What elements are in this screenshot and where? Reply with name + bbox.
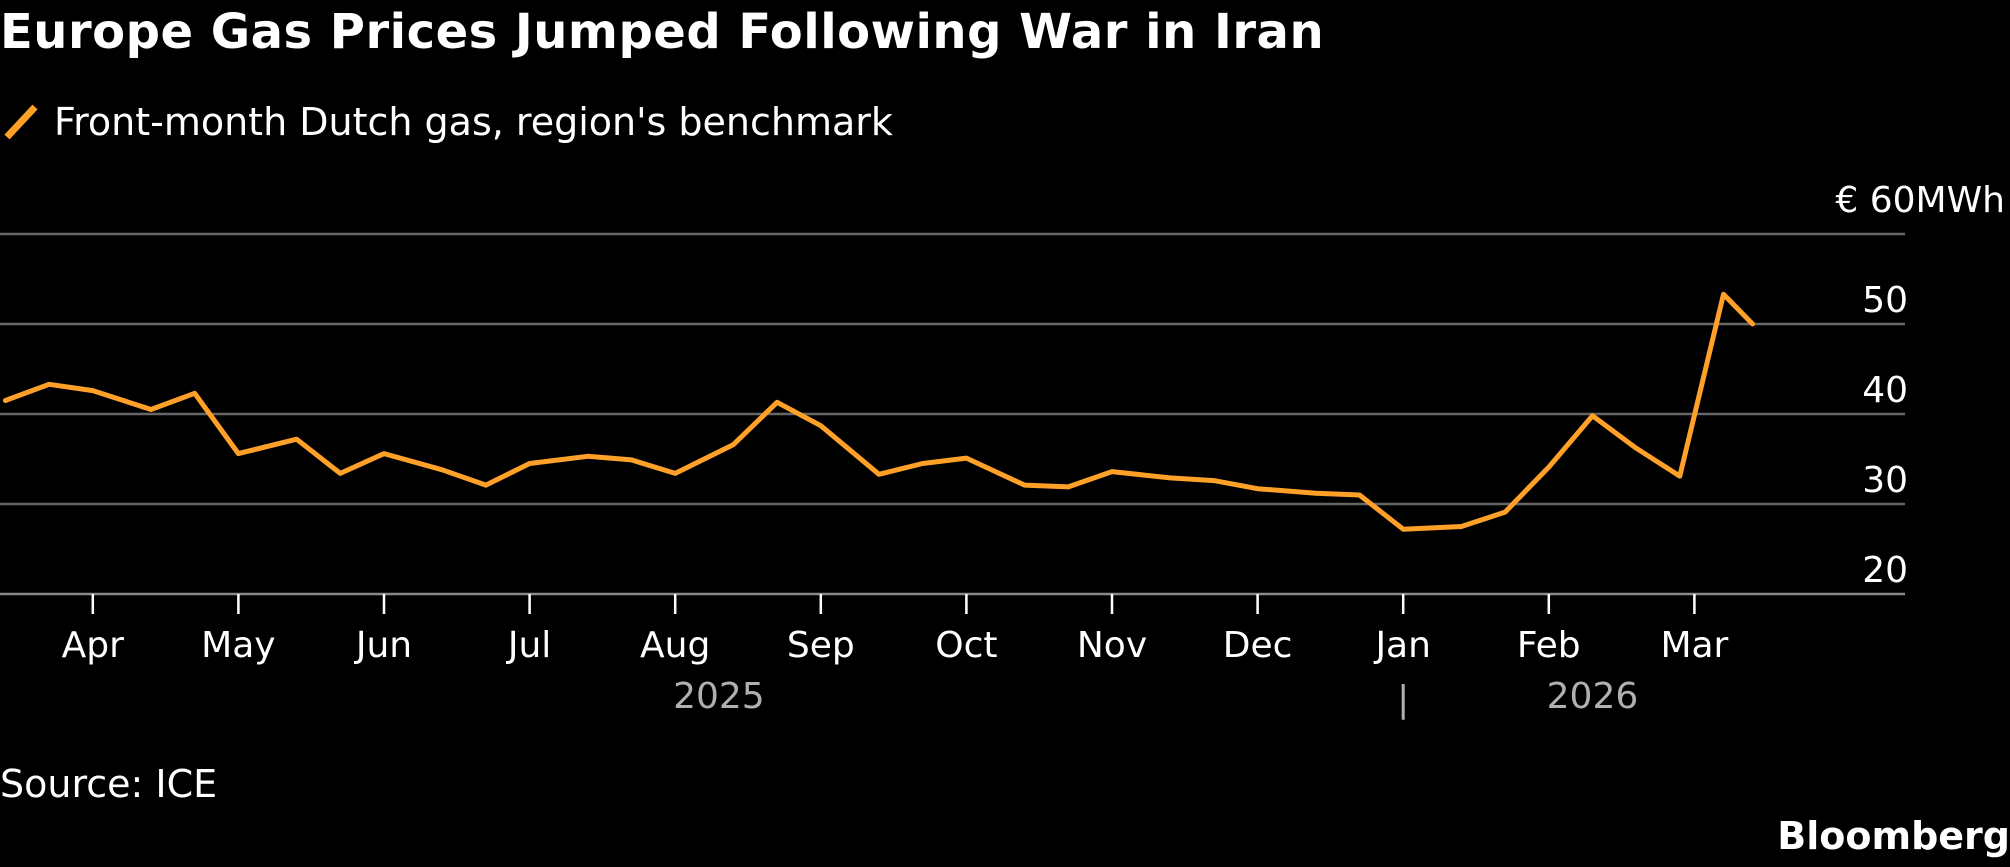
y-tick-label: 40	[1862, 370, 1908, 411]
y-tick-label: 50	[1862, 280, 1908, 321]
bloomberg-logo: Bloomberg	[1777, 814, 2010, 858]
year-label: 2025	[673, 676, 765, 717]
x-tick-label: Jun	[354, 625, 412, 666]
legend-swatch-icon	[4, 104, 38, 140]
line-chart: 20 30 40 50 € 60MWh Apr May Jun Jul Aug Sep Oct Nov D…	[0, 180, 2005, 720]
x-tick-label: Jan	[1373, 625, 1431, 666]
x-tick-label: Dec	[1223, 625, 1293, 666]
series-line	[2, 291, 1756, 532]
x-tick-label: Jul	[506, 625, 551, 666]
y-tick-label: 30	[1862, 460, 1908, 501]
source-note: Source: ICE	[0, 762, 218, 806]
year-separator: |	[1397, 679, 1409, 720]
x-tick-label: Nov	[1077, 625, 1147, 666]
x-tick-label: Sep	[787, 625, 855, 666]
x-tick-label: Apr	[62, 625, 124, 666]
year-label: 2026	[1547, 676, 1639, 717]
y-tick-label: 20	[1862, 550, 1908, 591]
x-tick-label: Oct	[935, 625, 997, 666]
x-tick-label: Mar	[1660, 625, 1728, 666]
legend: Front-month Dutch gas, region's benchmar…	[2, 100, 893, 144]
x-tick-label: May	[201, 625, 275, 666]
legend-label: Front-month Dutch gas, region's benchmar…	[54, 100, 893, 144]
x-tick-label: Feb	[1517, 625, 1581, 666]
chart-title: Europe Gas Prices Jumped Following War i…	[0, 4, 1325, 60]
x-tick-label: Aug	[640, 625, 710, 666]
y-unit-label: € 60MWh	[1835, 180, 2005, 221]
